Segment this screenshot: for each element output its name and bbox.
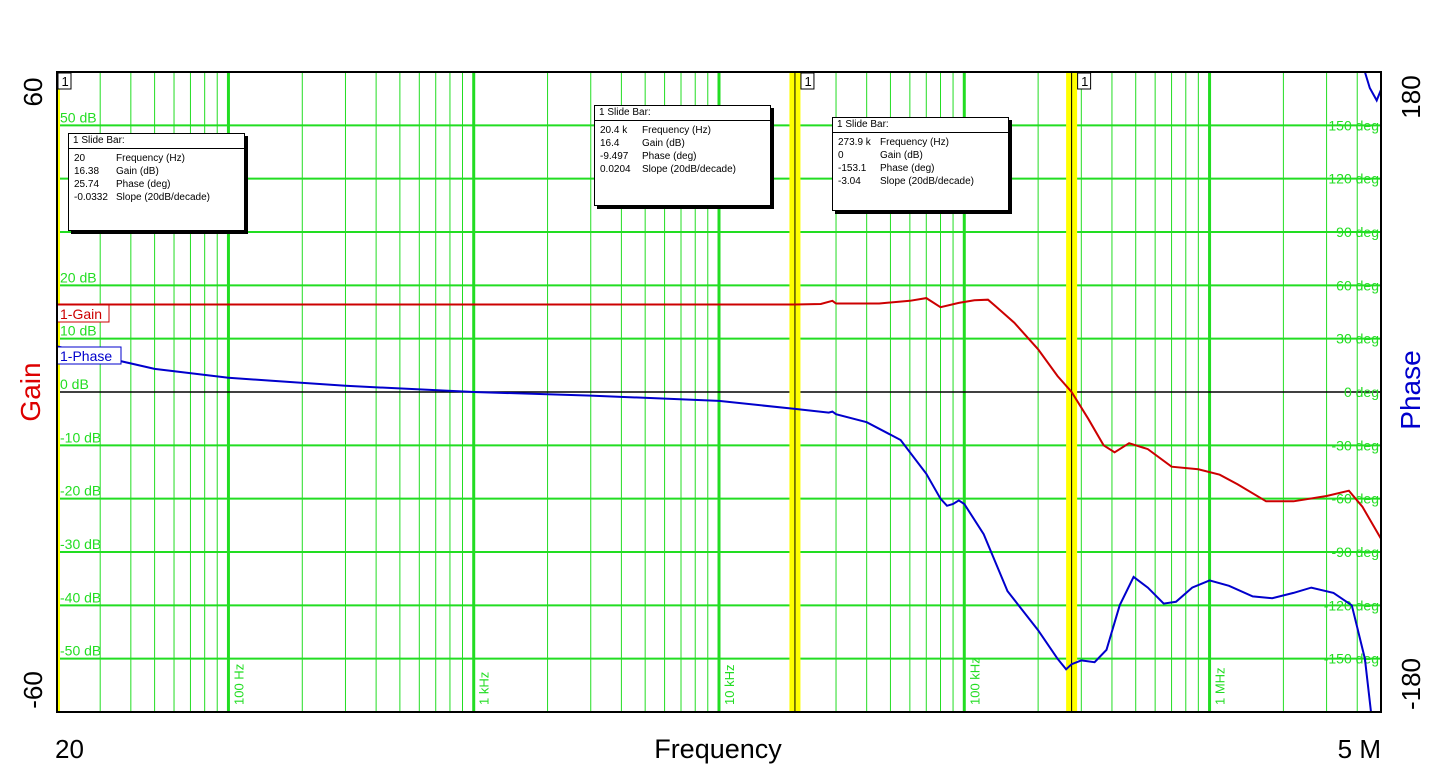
cursor-readout-3[interactable]: 1 Slide Bar: 273.9 k Frequency (Hz) 0 Gain…	[832, 117, 1009, 211]
y-right-axis-label: Phase	[1395, 350, 1426, 429]
gain-tick-label: 0 dB	[60, 376, 89, 392]
y-right-min-label: -180	[1396, 658, 1426, 710]
y-left-max-label: 60	[18, 78, 48, 107]
plot-frame	[56, 71, 1382, 713]
y-left-axis-label: Gain	[15, 362, 46, 421]
phase-tick-label: 60 deg	[1336, 277, 1379, 293]
readout-value: 16.4	[600, 138, 620, 149]
readout-label: Phase (deg)	[116, 179, 171, 190]
frequency-tick-label: 10 kHz	[722, 665, 737, 705]
readout-label: Frequency (Hz)	[642, 125, 711, 136]
gain-tick-label: -40 dB	[60, 589, 101, 605]
readout-row: 16.4 Gain (dB)	[597, 137, 739, 150]
readout-row: -0.0332 Slope (20dB/decade)	[71, 191, 213, 204]
y-left-min-label: -60	[18, 671, 48, 709]
cursor-id: 1	[62, 74, 69, 89]
legend: 1-Gain 1-Phase	[56, 304, 122, 365]
readout-row: 0.0204 Slope (20dB/decade)	[597, 163, 739, 176]
phase-tick-label: -150 deg	[1324, 651, 1379, 667]
cursor-readout-2[interactable]: 1 Slide Bar: 20.4 k Frequency (Hz) 16.4 Ga…	[594, 105, 771, 206]
readout-label: Phase (deg)	[880, 163, 935, 174]
readout-row: 20 Frequency (Hz)	[71, 152, 213, 165]
readout-row: -9.497 Phase (deg)	[597, 150, 739, 163]
cursor-id: 1	[804, 74, 811, 89]
cursor-readout-1[interactable]: 1 Slide Bar: 20 Frequency (Hz) 16.38 Gain …	[68, 133, 245, 231]
x-axis-label: Frequency	[654, 734, 782, 764]
phase-tick-label: 150 deg	[1328, 117, 1379, 133]
y-right-max-label: 180	[1396, 75, 1426, 118]
readout-row: -153.1 Phase (deg)	[835, 162, 977, 175]
readout-value: 25.74	[74, 179, 100, 190]
phase-tick-label: 120 deg	[1328, 171, 1379, 187]
readout-row: 20.4 k Frequency (Hz)	[597, 124, 739, 137]
gain-tick-label: -30 dB	[60, 536, 101, 552]
frequency-tick-labels: 100 Hz 1 kHz 10 kHz 100 kHz 1 MHz	[231, 657, 1227, 705]
readout-label: Frequency (Hz)	[116, 153, 185, 164]
cursor-readout-table: 273.9 k Frequency (Hz) 0 Gain (dB) -153.1 P…	[835, 136, 977, 188]
readout-value: -0.0332	[74, 192, 108, 203]
readout-value: 0.0204	[600, 164, 631, 175]
readout-value: 16.38	[74, 166, 100, 177]
cursor-id: 1	[1081, 74, 1088, 89]
legend-label: 1-Phase	[60, 348, 112, 364]
readout-label: Gain (dB)	[642, 138, 685, 149]
phase-tick-label: -30 deg	[1332, 437, 1379, 453]
gain-series-line	[57, 297, 1382, 540]
readout-value: 20	[74, 153, 86, 164]
gain-tick-label: 20 dB	[60, 269, 97, 285]
readout-label: Slope (20dB/decade)	[642, 164, 736, 175]
gain-tick-label: 10 dB	[60, 323, 97, 339]
phase-tick-label: -90 deg	[1332, 544, 1379, 560]
readout-row: -3.04 Slope (20dB/decade)	[835, 175, 977, 188]
series	[56, 71, 1382, 713]
x-range-min-label: 20	[55, 734, 84, 764]
phase-tick-label: 30 deg	[1336, 331, 1379, 347]
gain-tick-label: -20 dB	[60, 483, 101, 499]
readout-label: Gain (dB)	[880, 150, 923, 161]
gain-tick-labels: 50 dB 20 dB 10 dB 0 dB -10 dB -20 dB -30 dB -40…	[60, 109, 101, 658]
cursor-readout-table: 20.4 k Frequency (Hz) 16.4 Gain (dB) -9.49…	[597, 124, 739, 176]
readout-value: -9.497	[600, 151, 629, 162]
gain-tick-label: -10 dB	[60, 429, 101, 445]
phase-tick-label: 90 deg	[1336, 224, 1379, 240]
cursor-readout-table: 20 Frequency (Hz) 16.38 Gain (dB) 25.74 Pha…	[71, 152, 213, 204]
readout-label: Frequency (Hz)	[880, 137, 949, 148]
readout-value: 0	[838, 150, 844, 161]
readout-value: -3.04	[838, 176, 861, 187]
frequency-tick-label: 100 kHz	[967, 657, 982, 705]
phase-series-line	[56, 345, 1372, 713]
readout-label: Phase (deg)	[642, 151, 697, 162]
grid	[57, 72, 1381, 712]
readout-row: 25.74 Phase (deg)	[71, 178, 213, 191]
readout-value: -153.1	[838, 163, 867, 174]
phase-tick-labels: 150 deg 120 deg 90 deg 60 deg 30 deg 0 deg -30…	[1324, 117, 1379, 666]
readout-value: 20.4 k	[600, 125, 628, 136]
cursor-readout-title: 1 Slide Bar:	[833, 118, 1008, 133]
readout-value: 273.9 k	[838, 137, 871, 148]
readout-label: Slope (20dB/decade)	[116, 192, 210, 203]
cursor-readout-title: 1 Slide Bar:	[69, 134, 244, 149]
phase-tick-label: 0 deg	[1344, 384, 1379, 400]
frequency-tick-label: 1 kHz	[477, 672, 492, 705]
frequency-tick-label: 100 Hz	[231, 664, 246, 705]
cursor-readout-title: 1 Slide Bar:	[595, 106, 770, 121]
phase-series-line	[1363, 71, 1382, 103]
legend-label: 1-Gain	[60, 306, 102, 322]
readout-row: 273.9 k Frequency (Hz)	[835, 136, 977, 149]
gain-tick-label: 50 dB	[60, 109, 97, 125]
x-range-max-label: 5 M	[1338, 734, 1381, 764]
readout-label: Gain (dB)	[116, 166, 159, 177]
readout-row: 16.38 Gain (dB)	[71, 165, 213, 178]
readout-label: Slope (20dB/decade)	[880, 176, 974, 187]
readout-row: 0 Gain (dB)	[835, 149, 977, 162]
frequency-tick-label: 1 MHz	[1213, 667, 1228, 705]
gain-tick-label: -50 dB	[60, 643, 101, 659]
